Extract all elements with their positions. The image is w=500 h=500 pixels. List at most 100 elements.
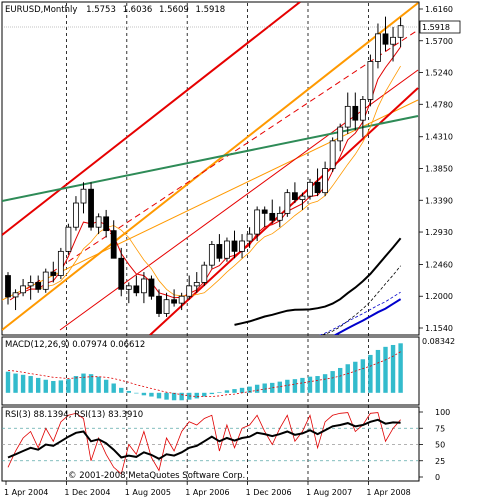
rsi-tick-label: 25 (435, 457, 445, 466)
macd-bar (73, 376, 79, 393)
macd-bar (390, 344, 396, 393)
candle (193, 272, 200, 293)
candle-body-bear (118, 257, 125, 290)
price-tick-label: 1.2930 (425, 228, 453, 237)
candle (284, 189, 291, 217)
macd-bar (360, 359, 366, 393)
macd-bar (194, 392, 199, 399)
macd-bar (134, 392, 139, 394)
candle (148, 275, 155, 300)
candle (359, 96, 366, 138)
candle (224, 237, 230, 262)
candle (186, 275, 193, 300)
candle-body-bull (80, 188, 87, 204)
rsi-tick-label: 75 (435, 424, 445, 433)
price-tick-label: 1.5240 (425, 69, 453, 78)
candle (133, 275, 140, 297)
macd-bar (28, 376, 33, 393)
candle (201, 261, 208, 286)
candle-body-bear (314, 181, 321, 194)
macd-bar (58, 380, 64, 393)
candle-body-bear (231, 240, 238, 252)
candles (5, 16, 404, 317)
candle-body-bull (367, 61, 374, 100)
rsi-label: RSI(3) 88.1394, RSI(13) 83.3910 (5, 410, 143, 420)
macd-bar (254, 384, 260, 393)
candle-body-bull (307, 181, 313, 197)
candle (163, 292, 170, 317)
macd-bar (96, 376, 101, 393)
candle (118, 247, 125, 297)
open-value: 1.5753 (86, 5, 116, 15)
current-price-label: 1.5918 (422, 23, 450, 32)
ma-long-blue (333, 298, 402, 335)
macd-bar (338, 367, 343, 393)
macd-bar (239, 387, 245, 393)
chart-title: EURUSD,Monthly 1.5753 1.6036 1.5609 1.59… (5, 5, 225, 15)
macd-bar (88, 374, 94, 393)
candle (397, 17, 404, 48)
candle-body-bear (88, 188, 94, 228)
macd-bar (119, 387, 124, 393)
current-price-box (419, 20, 461, 34)
orange-channel-upper (2, 2, 419, 331)
macd-bar (247, 386, 252, 393)
ma-long-black (234, 237, 402, 326)
candle-body-bull (65, 226, 72, 252)
macd-bar (353, 361, 358, 393)
price-tick-label: 1.4780 (425, 100, 453, 109)
copyright-text: © 2001-2008 MetaQuotes Software Corp. (68, 471, 245, 481)
candle-body-bull (397, 25, 404, 38)
candle-body-bear (148, 278, 155, 297)
price-tick-label: 1.2000 (425, 292, 453, 301)
ma-long-black-dashed (319, 265, 401, 335)
time-tick-label: 1 Apr 2006 (185, 488, 229, 497)
price-axis: 1.6160 1.5700 1.5240 1.4780 1.4310 1.3850 1.33… (419, 5, 453, 333)
macd-bar (232, 389, 237, 393)
candle-body-bull (178, 295, 185, 304)
candle-body-bull (186, 285, 193, 297)
candle-body-bull (344, 105, 351, 128)
macd-bar (43, 379, 48, 393)
candle (254, 206, 261, 241)
candle-body-bear (171, 299, 178, 304)
candle (156, 289, 162, 317)
candle (322, 161, 329, 197)
macd-bar (270, 382, 275, 393)
macd-bar (383, 346, 388, 393)
ma-fast-red (22, 46, 402, 299)
close-value: 1.5918 (195, 5, 225, 15)
candle (352, 92, 359, 131)
rsi-panel[interactable] (1, 406, 420, 482)
macd-histogram (5, 343, 403, 401)
candle (208, 241, 215, 269)
candle-body-bear (269, 212, 276, 221)
candle (299, 192, 306, 210)
candle (42, 268, 49, 293)
macd-panel[interactable] (1, 336, 420, 406)
macd-bar (141, 392, 147, 396)
candle (375, 23, 381, 69)
rsi-tick-label: 0 (435, 473, 440, 482)
candle (95, 213, 102, 235)
macd-bar (164, 392, 169, 400)
macd-bar (209, 392, 215, 395)
candle-body-bear (5, 275, 11, 298)
macd-bar (202, 392, 207, 397)
candle-body-bear (216, 244, 223, 259)
macd-bar (20, 374, 26, 393)
macd-bar (322, 374, 328, 393)
candle (367, 54, 374, 107)
macd-bar (307, 376, 313, 393)
candle-body-bear (352, 105, 359, 121)
candle (382, 16, 389, 52)
candle-body-bull (239, 240, 245, 252)
time-tick-label: 1 Aug 2005 (125, 488, 171, 497)
rsi13-line (7, 418, 401, 460)
candle-body-bull (322, 168, 329, 194)
macd-bar (224, 390, 230, 393)
macd-bar (103, 379, 109, 393)
macd-bar (66, 379, 71, 393)
rsi-tick-label: 100 (435, 408, 450, 417)
